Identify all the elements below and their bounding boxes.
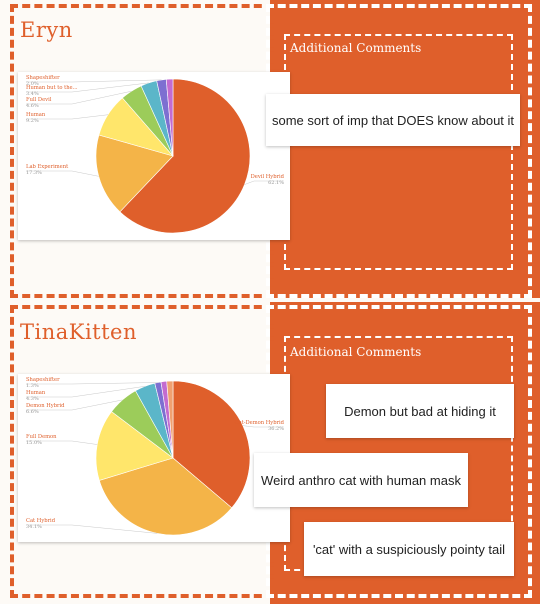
label-leader-line <box>26 79 162 83</box>
comment-box: some sort of imp that DOES know about it <box>266 94 520 146</box>
slice-percent: 6.6% <box>26 409 39 415</box>
slice-percent: 34.1% <box>26 524 42 530</box>
slice-percent: 62.1% <box>268 180 284 186</box>
slice-percent: 2.0% <box>26 81 39 87</box>
slice-percent: 17.3% <box>26 170 42 176</box>
comments-inner-frame-top <box>284 34 513 270</box>
section-title-eryn: Eryn <box>20 18 73 42</box>
comments-title-bottom: Additional Comments <box>290 345 422 359</box>
pie-slice <box>166 380 174 459</box>
comment-box: Weird anthro cat with human mask <box>254 453 468 507</box>
slice-label: Shapeshifter <box>26 75 60 81</box>
comment-box: Demon but bad at hiding it <box>326 384 514 438</box>
slice-label: Shapeshifter <box>26 377 60 383</box>
slice-percent: 4.6% <box>26 103 39 109</box>
label-leader-line <box>26 82 149 93</box>
slice-label: Cat Hybrid <box>26 518 56 524</box>
slice-percent: 36.2% <box>268 426 284 432</box>
slice-percent: 15.0% <box>26 440 42 446</box>
slice-percent: 4.3% <box>26 396 39 402</box>
slice-label: Demon Hybrid <box>26 403 65 409</box>
pie-slice <box>172 380 251 509</box>
slice-label: Lab Experiment <box>26 164 69 170</box>
slice-percent: 1.3% <box>26 383 39 389</box>
slice-label: Cat-Demon Hybrid <box>235 420 285 426</box>
chart-card-tinakitten: Cat-Demon Hybrid 36.2% Cat Hybrid 34.1% Full… <box>18 374 290 542</box>
label-leader-line <box>26 91 132 105</box>
slice-label: Devil Hybrid <box>251 174 285 180</box>
chart-card-eryn: Devil Hybrid 62.1% Lab Experiment 17.3% Huma… <box>18 72 290 240</box>
slice-label: Human <box>26 112 46 118</box>
label-leader-line <box>244 180 284 185</box>
slice-percent: 9.2% <box>26 118 39 124</box>
slice-label: Human <box>26 390 46 396</box>
comments-panel-top <box>270 0 540 298</box>
label-leader-line <box>242 425 284 428</box>
label-leader-line <box>26 399 123 411</box>
comment-box: 'cat' with a suspiciously pointy tail <box>304 522 514 576</box>
label-leader-line <box>26 114 109 120</box>
slice-percent: 3.4% <box>26 91 39 97</box>
pie-slice <box>119 78 251 234</box>
comments-title-top: Additional Comments <box>290 41 422 55</box>
section-title-tinakitten: TinaKitten <box>20 320 138 344</box>
label-leader-line <box>26 440 98 445</box>
pie-slice <box>165 78 174 157</box>
label-leader-line <box>26 386 145 398</box>
label-leader-line <box>26 524 158 534</box>
slice-label: Full Devil <box>26 97 52 103</box>
slice-label: Full Demon <box>26 434 57 440</box>
label-leader-line <box>26 382 158 385</box>
slice-label: Human but to the... <box>26 85 78 91</box>
label-leader-line <box>26 170 99 177</box>
pie-slice <box>98 457 233 536</box>
